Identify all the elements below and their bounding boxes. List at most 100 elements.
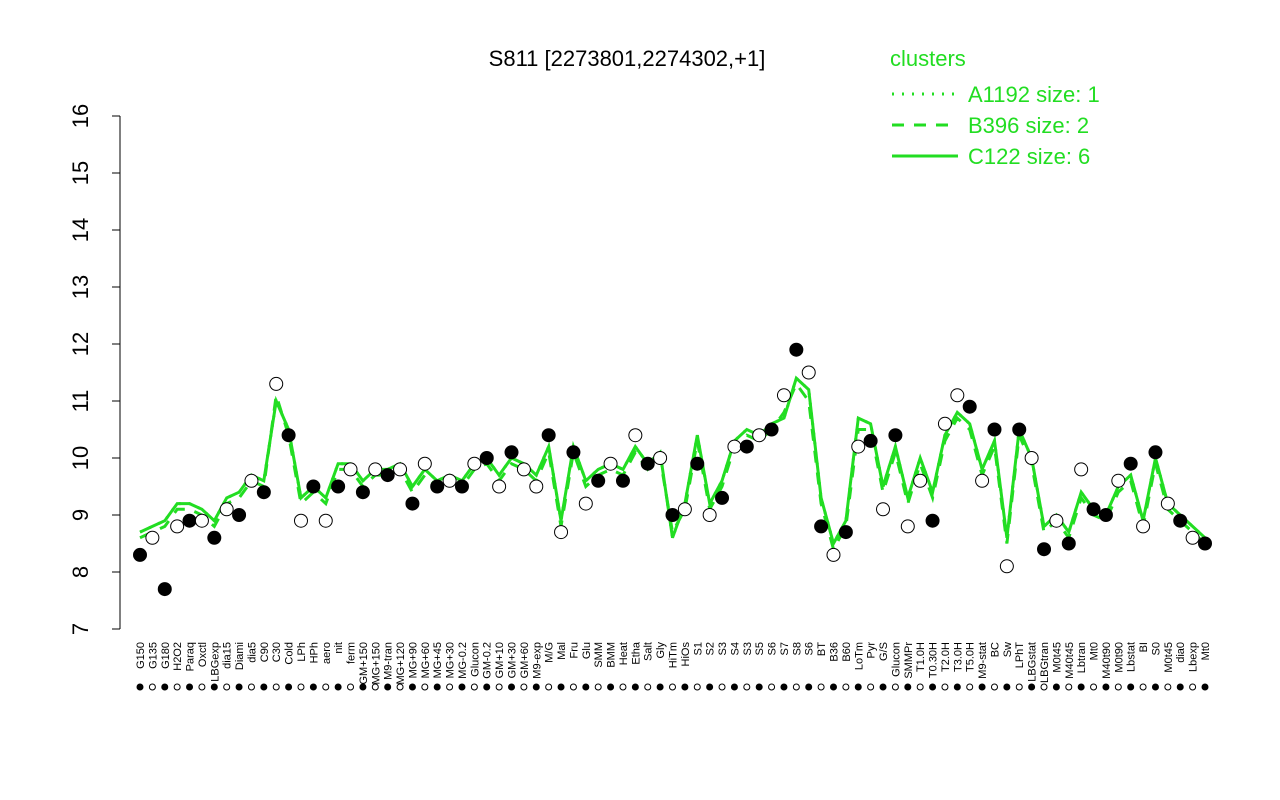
category-dot	[1077, 683, 1085, 691]
data-point	[170, 519, 185, 534]
data-point	[157, 582, 172, 597]
x-tick-label: MG+30	[445, 642, 457, 678]
x-tick-label: aero	[321, 642, 333, 664]
category-dot	[594, 683, 602, 691]
data-point	[987, 422, 1002, 437]
data-point	[677, 502, 692, 517]
category-dot	[446, 683, 454, 691]
x-tick-label: Paraq	[185, 642, 197, 671]
data-point	[578, 496, 593, 511]
data-point	[937, 416, 952, 431]
x-tick-label: SMMPr	[903, 642, 915, 679]
data-point	[1185, 530, 1200, 545]
data-point	[1111, 473, 1126, 488]
x-tick-label: dia5	[246, 642, 258, 663]
data-point	[516, 462, 531, 477]
category-dot	[619, 683, 627, 691]
data-point	[182, 513, 197, 528]
category-dot	[805, 683, 813, 691]
x-tick-label: GM+60	[519, 642, 531, 678]
x-tick-label: Gly	[655, 642, 667, 659]
x-tick-label: LoTm	[853, 642, 865, 670]
category-dot	[706, 683, 714, 691]
category-dot	[854, 683, 862, 691]
category-dot	[1164, 683, 1172, 691]
data-point	[1160, 496, 1175, 511]
x-tick-label: Cold	[284, 642, 296, 665]
category-dot	[1040, 683, 1048, 691]
category-dot	[1139, 683, 1147, 691]
x-tick-label: M40t45	[1064, 642, 1076, 679]
data-point	[1024, 451, 1039, 465]
category-dot	[743, 683, 751, 691]
x-tick-label: M9-exp	[531, 642, 543, 679]
data-point	[975, 473, 990, 488]
x-tick-label: T1.0H	[915, 642, 927, 672]
x-tick-label: S3	[742, 642, 754, 655]
x-tick-label: T2.0H	[940, 642, 952, 672]
x-tick-label: T3.0H	[952, 642, 964, 672]
data-point	[492, 479, 507, 494]
category-dot	[260, 683, 268, 691]
data-point	[293, 513, 308, 528]
data-point	[628, 428, 643, 443]
data-point	[331, 479, 346, 494]
category-dot	[359, 683, 367, 691]
x-tick-label: M0t45	[1163, 642, 1175, 673]
y-tick-label: 7	[68, 623, 93, 635]
category-dot	[557, 683, 565, 691]
x-tick-label: Diami	[234, 642, 246, 670]
data-point	[306, 479, 321, 494]
data-point	[207, 530, 222, 545]
x-tick-label: M9-stat	[977, 642, 989, 679]
category-dot	[879, 683, 887, 691]
category-dot	[978, 683, 986, 691]
category-dot	[532, 683, 540, 691]
x-tick-label: C90	[259, 642, 271, 662]
x-tick-label: MG-0.2	[457, 642, 469, 679]
x-tick-label: T0.30H	[928, 642, 940, 678]
category-dot	[1015, 683, 1023, 691]
x-tick-label: S0	[1150, 642, 1162, 655]
category-dot	[309, 683, 317, 691]
data-point	[727, 439, 742, 454]
data-point	[665, 508, 680, 522]
category-dot	[285, 683, 293, 691]
data-point	[776, 388, 791, 403]
category-dot	[718, 683, 726, 691]
data-point	[752, 428, 767, 443]
category-dot	[755, 683, 763, 691]
x-tick-label: Lbtran	[1076, 642, 1088, 673]
x-tick-label: LPh	[296, 642, 308, 662]
x-tick-label: Mt0	[1089, 642, 1101, 660]
x-tick-label: HPh	[308, 642, 320, 663]
x-tick-label: Sw	[1002, 642, 1014, 657]
data-point	[1123, 456, 1138, 471]
x-tick-label: G180	[160, 642, 172, 669]
data-point	[281, 428, 296, 443]
category-dot	[1127, 683, 1135, 691]
category-dot	[1003, 683, 1011, 691]
data-point	[814, 519, 829, 534]
x-tick-label: M9-tran	[383, 642, 395, 680]
x-tick-label: S8	[791, 642, 803, 655]
chart-title: S811 [2273801,2274302,+1]	[489, 46, 766, 71]
x-tick-label: MG+45	[432, 642, 444, 678]
category-dot	[904, 683, 912, 691]
data-point	[1173, 513, 1188, 528]
x-tick-label: B36	[828, 642, 840, 662]
x-tick-label: T5.0H	[965, 642, 977, 672]
category-dot	[421, 683, 429, 691]
category-dot	[607, 683, 615, 691]
x-tick-label: S1	[692, 642, 704, 655]
data-point	[343, 462, 358, 477]
x-tick-label: HiOs	[680, 642, 692, 667]
category-dot	[681, 683, 689, 691]
category-dot	[272, 683, 280, 691]
category-dot	[1102, 683, 1110, 691]
x-tick-label: Mt0	[1200, 642, 1212, 660]
x-tick-label: S7	[779, 642, 791, 655]
data-point	[764, 422, 779, 437]
x-tick-label: LBGstat	[1027, 642, 1039, 682]
data-point	[504, 445, 519, 460]
